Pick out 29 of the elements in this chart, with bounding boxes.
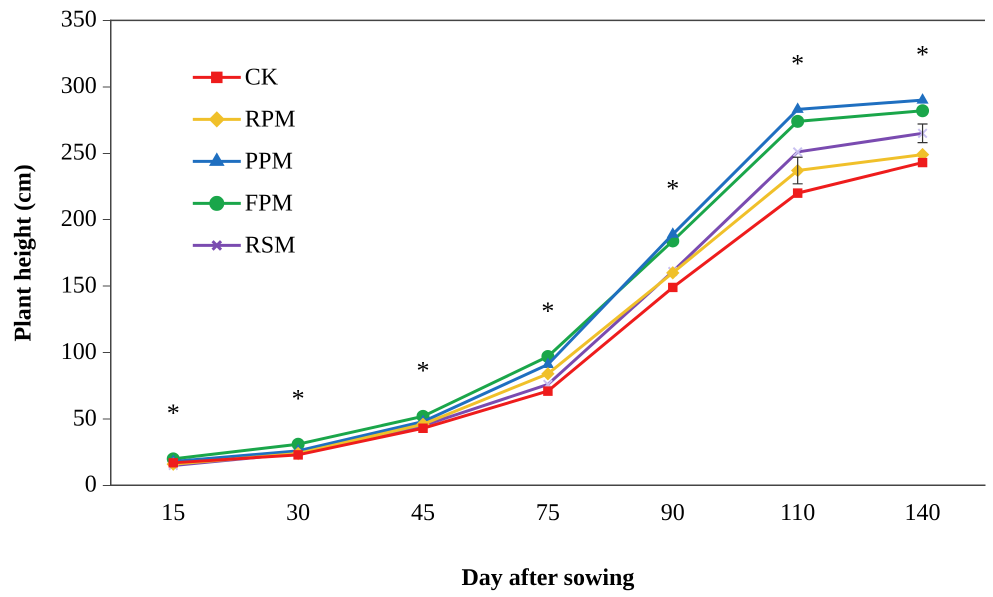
legend-label: FPM: [244, 190, 293, 217]
y-tick-label: 300: [60, 73, 97, 100]
annotation: *: [666, 174, 680, 204]
annotation: *: [916, 40, 930, 69]
x-tick-label: 15: [161, 500, 186, 526]
annotation: *: [541, 296, 554, 326]
legend-label: RPM: [244, 106, 296, 133]
y-tick-label: 100: [60, 338, 97, 365]
annotation: *: [791, 49, 804, 78]
y-tick-label: 150: [60, 272, 97, 298]
x-tick-label: 75: [536, 500, 560, 526]
x-tick-label: 140: [904, 500, 941, 526]
x-tick-label: 110: [780, 500, 816, 526]
x-axis-title: Day after sowing: [461, 564, 634, 591]
y-tick-label: 350: [60, 6, 97, 33]
x-tick-label: 30: [286, 500, 310, 526]
legend-label: RSM: [244, 232, 296, 259]
y-tick-label: 250: [60, 140, 97, 166]
annotation: *: [292, 384, 305, 414]
y-tick-label: 0: [84, 472, 97, 498]
annotation: *: [416, 356, 430, 386]
y-tick-label: 50: [72, 405, 97, 432]
y-tick-label: 200: [60, 206, 97, 232]
x-tick-label: 45: [411, 500, 436, 526]
annotation: *: [166, 398, 180, 428]
legend-label: PPM: [244, 148, 293, 175]
x-tick-label: 90: [660, 500, 685, 526]
y-axis-title: Plant height (cm): [10, 164, 37, 342]
legend-label: CK: [244, 64, 279, 91]
